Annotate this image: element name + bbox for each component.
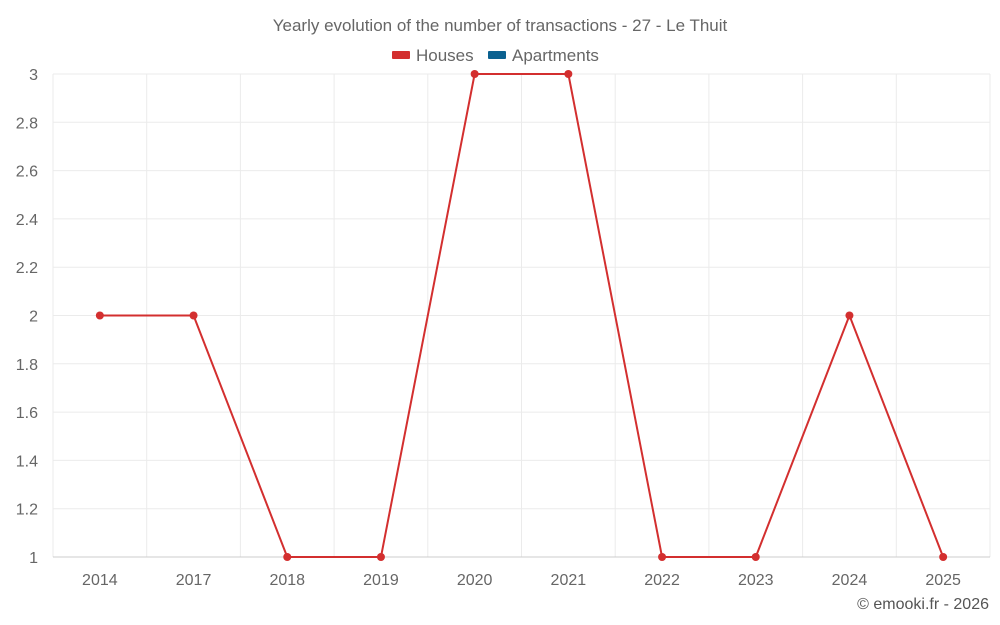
y-axis: 1 1.2 1.4 1.6 1.8 2 2.2 2.4 2.6 2.8 3 [16, 67, 38, 567]
data-point-houses[interactable] [939, 553, 948, 561]
y-tick-label: 2.8 [16, 115, 38, 132]
data-point-houses[interactable] [376, 553, 385, 561]
y-tick-label: 2 [29, 309, 38, 326]
x-tick-label: 2022 [644, 572, 680, 589]
series-line-houses [99, 73, 945, 558]
x-tick-label: 2014 [82, 572, 118, 589]
data-point-houses[interactable] [470, 70, 479, 78]
x-axis: 2014 2017 2018 2019 2020 2021 2022 2023 2024 2025 [53, 556, 990, 589]
x-tick-label: 2018 [269, 572, 305, 589]
y-tick-label: 1.8 [16, 357, 38, 374]
legend: Houses Apartments [392, 46, 599, 65]
y-tick-label: 1 [29, 550, 38, 567]
x-tick-label: 2021 [551, 572, 587, 589]
legend-swatch-houses [392, 51, 410, 59]
x-tick-label: 2024 [832, 572, 868, 589]
y-tick-label: 1.6 [16, 405, 38, 422]
y-tick-label: 2.2 [16, 260, 38, 277]
legend-label-apartments[interactable]: Apartments [512, 46, 599, 65]
legend-swatch-apartments [488, 51, 506, 59]
y-tick-label: 1.4 [16, 453, 38, 470]
y-tick-label: 1.2 [16, 502, 38, 519]
y-tick-label: 2.4 [16, 212, 38, 229]
x-tick-label: 2025 [925, 572, 961, 589]
x-tick-label: 2020 [457, 572, 493, 589]
x-tick-label: 2017 [176, 572, 212, 589]
x-tick-label: 2023 [738, 572, 774, 589]
data-point-houses[interactable] [751, 553, 760, 561]
data-point-houses[interactable] [95, 311, 104, 320]
legend-label-houses[interactable]: Houses [416, 46, 474, 65]
series-layer [95, 70, 948, 561]
credit-text: © emooki.fr - 2026 [857, 596, 989, 613]
data-point-houses[interactable] [564, 70, 573, 78]
y-tick-label: 3 [29, 67, 38, 84]
chart-title: Yearly evolution of the number of transa… [273, 16, 728, 35]
x-tick-label: 2019 [363, 572, 399, 589]
data-point-houses[interactable] [658, 553, 667, 561]
data-point-houses[interactable] [189, 311, 198, 320]
data-point-houses[interactable] [283, 553, 292, 561]
y-tick-label: 2.6 [16, 164, 38, 181]
data-point-houses[interactable] [845, 311, 854, 320]
